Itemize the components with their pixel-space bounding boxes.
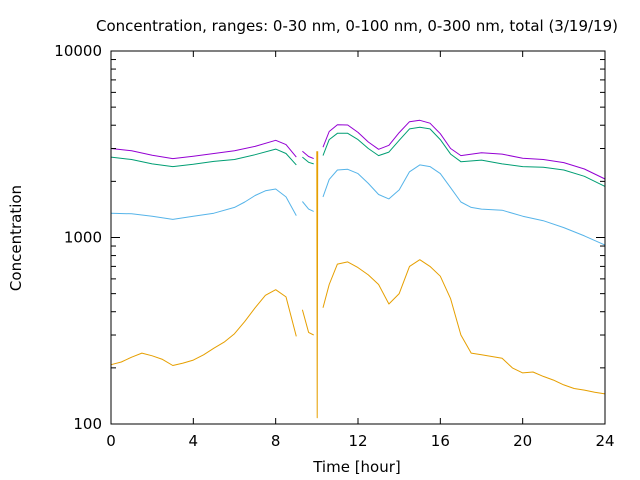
x-tick-label: 16 [431,432,450,450]
series-line-3-segment-0 [110,139,297,160]
series-line-1-segment-1 [302,201,314,212]
series-line-1-segment-0 [110,188,297,220]
x-tick-label: 20 [513,432,532,450]
series-line-2-segment-2 [322,126,606,187]
x-tick-label: 8 [271,432,281,450]
y-tick-label: 10000 [54,42,102,60]
y-tick-label: 1000 [64,229,102,247]
series-line-0-segment-0 [110,289,297,366]
x-tick-label: 24 [595,432,614,450]
series-line-2-segment-1 [302,156,314,165]
series-line-3-segment-2 [322,119,606,180]
series-line-0-segment-1 [301,309,314,336]
y-tick-label: 100 [73,415,102,433]
chart-title: Concentration, ranges: 0-30 nm, 0-100 nm… [96,17,618,35]
series-line-3-segment-1 [302,150,314,160]
ticks-layer: 0 4 8 12 16 20 24 100 1000 10000 [54,42,614,450]
series-line-2-segment-0 [110,148,297,168]
series-line-1-segment-2 [322,164,606,246]
x-tick-label: 4 [189,432,199,450]
series-layer [110,119,606,419]
x-tick-label: 0 [106,432,116,450]
plot-frame [110,50,606,425]
y-axis-label: Concentration [7,185,25,291]
series-line-0-segment-2 [322,259,606,395]
x-tick-label: 12 [348,432,367,450]
series-line-4-segment-0 [316,151,319,419]
x-axis-label: Time [hour] [312,458,401,476]
